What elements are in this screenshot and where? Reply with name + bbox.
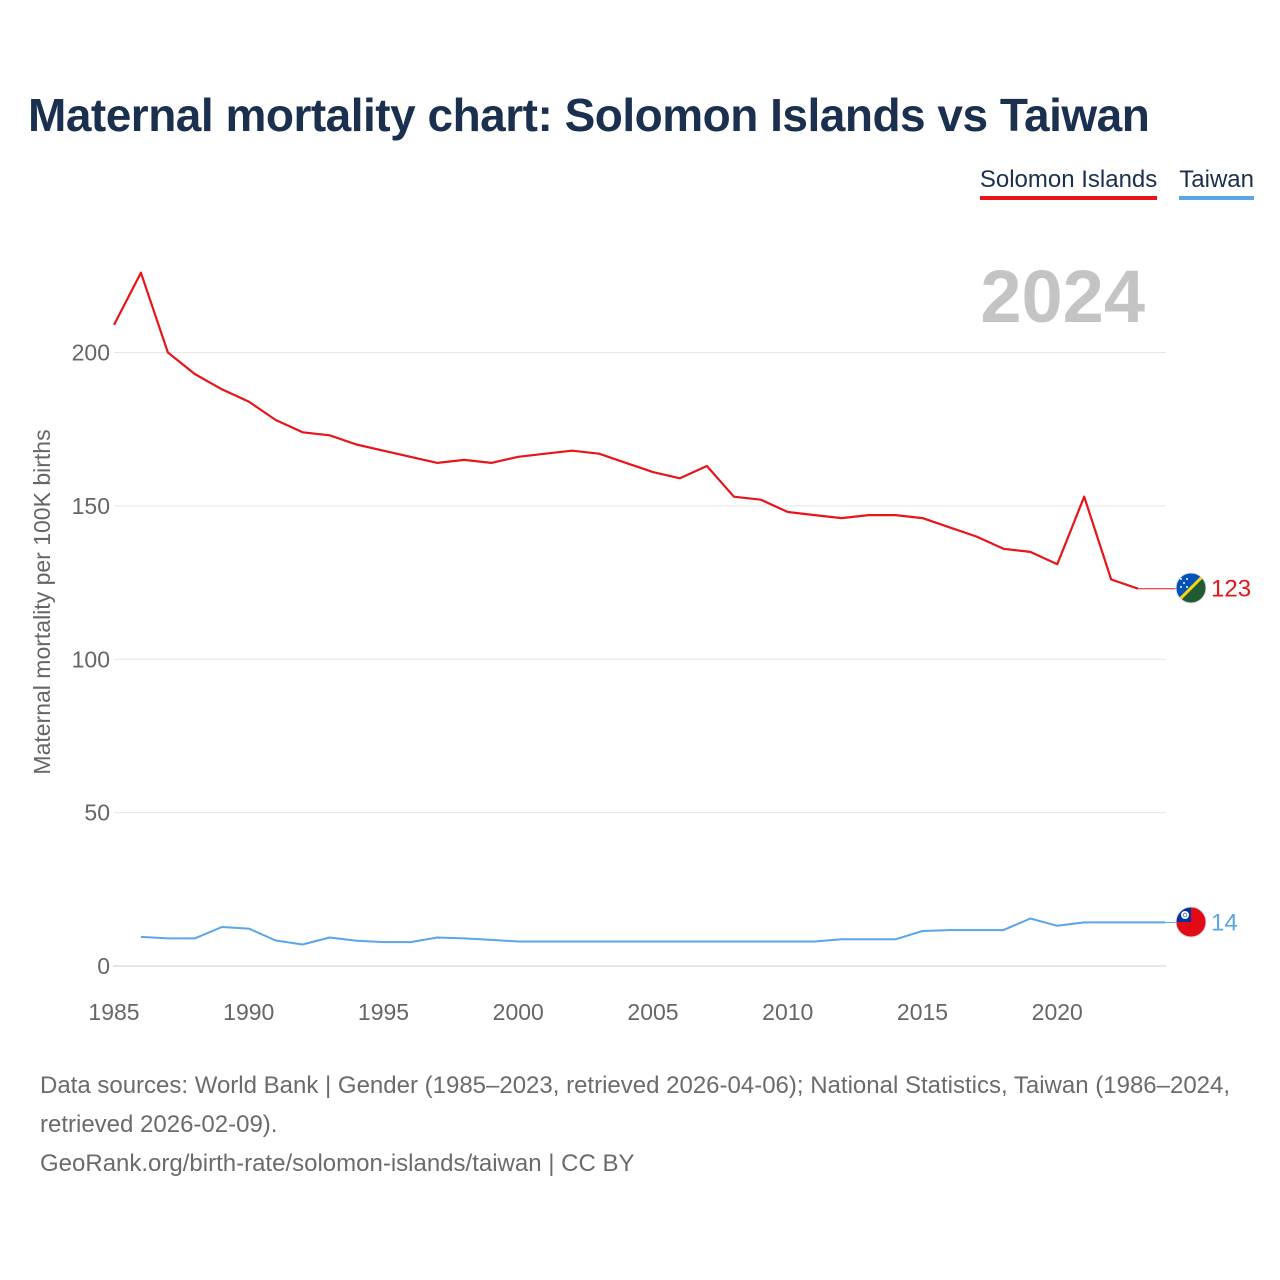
x-tick-label: 2020 bbox=[1032, 999, 1083, 1025]
series-lines bbox=[113, 271, 1176, 946]
legend-item-taiwan[interactable]: Taiwan bbox=[1179, 166, 1254, 200]
x-tick-label: 2015 bbox=[897, 999, 948, 1025]
y-tick-label: 200 bbox=[72, 340, 110, 366]
year-watermark: 2024 bbox=[980, 255, 1145, 338]
x-tick-label: 1995 bbox=[358, 999, 409, 1025]
line-chart: 2024 0 50 100 150 200 1985 1990 1995 2000 2005 20… bbox=[29, 255, 1251, 1025]
x-tick-label: 1990 bbox=[223, 999, 274, 1025]
y-tick-label: 100 bbox=[72, 646, 110, 672]
legend-item-solomon-islands[interactable]: Solomon Islands bbox=[979, 166, 1158, 200]
x-tick-label: 1985 bbox=[88, 999, 139, 1025]
y-axis-ticks: 0 50 100 150 200 bbox=[72, 340, 110, 980]
end-value-label: 14 bbox=[1211, 909, 1238, 936]
y-tick-label: 150 bbox=[72, 493, 110, 519]
legend: Solomon Islands Taiwan bbox=[979, 166, 1254, 200]
series-line-solomon-islands bbox=[113, 271, 1139, 590]
end-labels: 123 14 bbox=[1211, 576, 1251, 937]
solomon-islands-flag-icon bbox=[1176, 573, 1206, 603]
y-axis-label: Maternal mortality per 100K births bbox=[29, 429, 55, 774]
chart-title: Maternal mortality chart: Solomon Island… bbox=[28, 89, 1150, 141]
taiwan-flag-icon bbox=[1176, 907, 1206, 937]
gridlines bbox=[114, 352, 1166, 814]
x-axis-ticks: 1985 1990 1995 2000 2005 2010 2015 2020 bbox=[88, 999, 1082, 1025]
end-value-label: 123 bbox=[1211, 576, 1251, 603]
data-sources: Data sources: World Bank | Gender (1985–… bbox=[40, 1066, 1240, 1183]
y-tick-label: 50 bbox=[84, 800, 110, 826]
end-flags bbox=[1175, 572, 1207, 938]
sources-text: Data sources: World Bank | Gender (1985–… bbox=[40, 1072, 1231, 1138]
y-tick-label: 0 bbox=[97, 953, 110, 979]
x-tick-label: 2005 bbox=[627, 999, 678, 1025]
series-line-taiwan bbox=[140, 917, 1165, 946]
x-tick-label: 2010 bbox=[762, 999, 813, 1025]
source-link[interactable]: GeoRank.org/birth-rate/solomon-islands/t… bbox=[40, 1150, 635, 1177]
x-tick-label: 2000 bbox=[493, 999, 544, 1025]
